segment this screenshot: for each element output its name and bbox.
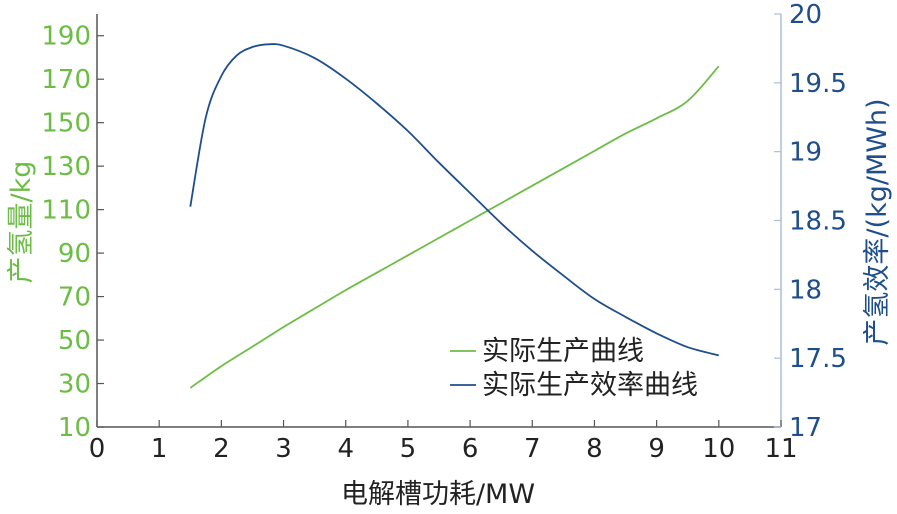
x-tick-label: 6: [462, 434, 479, 464]
y-right-tick-label: 17.5: [789, 344, 847, 374]
legend-label-2: 实际生产效率曲线: [482, 370, 698, 401]
y-left-tick-label: 190: [41, 22, 91, 52]
y-right-tick-label: 17: [789, 413, 822, 443]
series-layer: [189, 43, 720, 389]
y-left-tick-label: 170: [41, 65, 91, 95]
x-tick-label: 1: [151, 434, 168, 464]
y-left-tick-label: 70: [58, 283, 91, 313]
y-left-tick-label: 130: [41, 152, 91, 182]
y-axis-right-title: 产氢效率/(kg/MWh): [862, 98, 893, 345]
x-axis-title: 电解槽功耗/MW: [341, 479, 535, 510]
legend-label-1: 实际生产曲线: [482, 336, 644, 367]
series-line-1: [189, 65, 720, 389]
x-tick-label: 3: [275, 434, 292, 464]
y-right-tick-label: 19: [789, 138, 822, 168]
x-tick-label: 0: [89, 434, 106, 464]
y-right-tick-label: 18.5: [789, 207, 847, 237]
x-tick-label: 5: [400, 434, 417, 464]
x-tick-label: 10: [702, 434, 735, 464]
y-left-tick-label: 30: [58, 370, 91, 400]
y-right-tick-label: 19.5: [789, 69, 847, 99]
x-tick-label: 11: [764, 434, 797, 464]
x-tick-label: 4: [337, 434, 354, 464]
x-tick-label: 9: [648, 434, 665, 464]
y-right-tick-label: 20: [789, 0, 822, 30]
axes: 0 1 2 3 4 5 6 7 8 9 10 11 10 30 50 70 90 110 130 150 170 190 1…: [41, 0, 847, 464]
y-right-tick-label: 18: [789, 275, 822, 305]
y-left-tick-label: 50: [58, 326, 91, 356]
y-left-tick-label: 90: [58, 239, 91, 269]
y-axis-left-title: 产氢量/kg: [6, 161, 37, 284]
x-tick-label: 8: [586, 434, 603, 464]
series-line-2: [189, 43, 720, 357]
x-tick-label: 2: [213, 434, 230, 464]
y-left-tick-label: 150: [41, 109, 91, 139]
y-left-tick-label: 110: [41, 196, 91, 226]
y-left-tick-label: 10: [58, 413, 91, 443]
x-tick-label: 7: [524, 434, 541, 464]
